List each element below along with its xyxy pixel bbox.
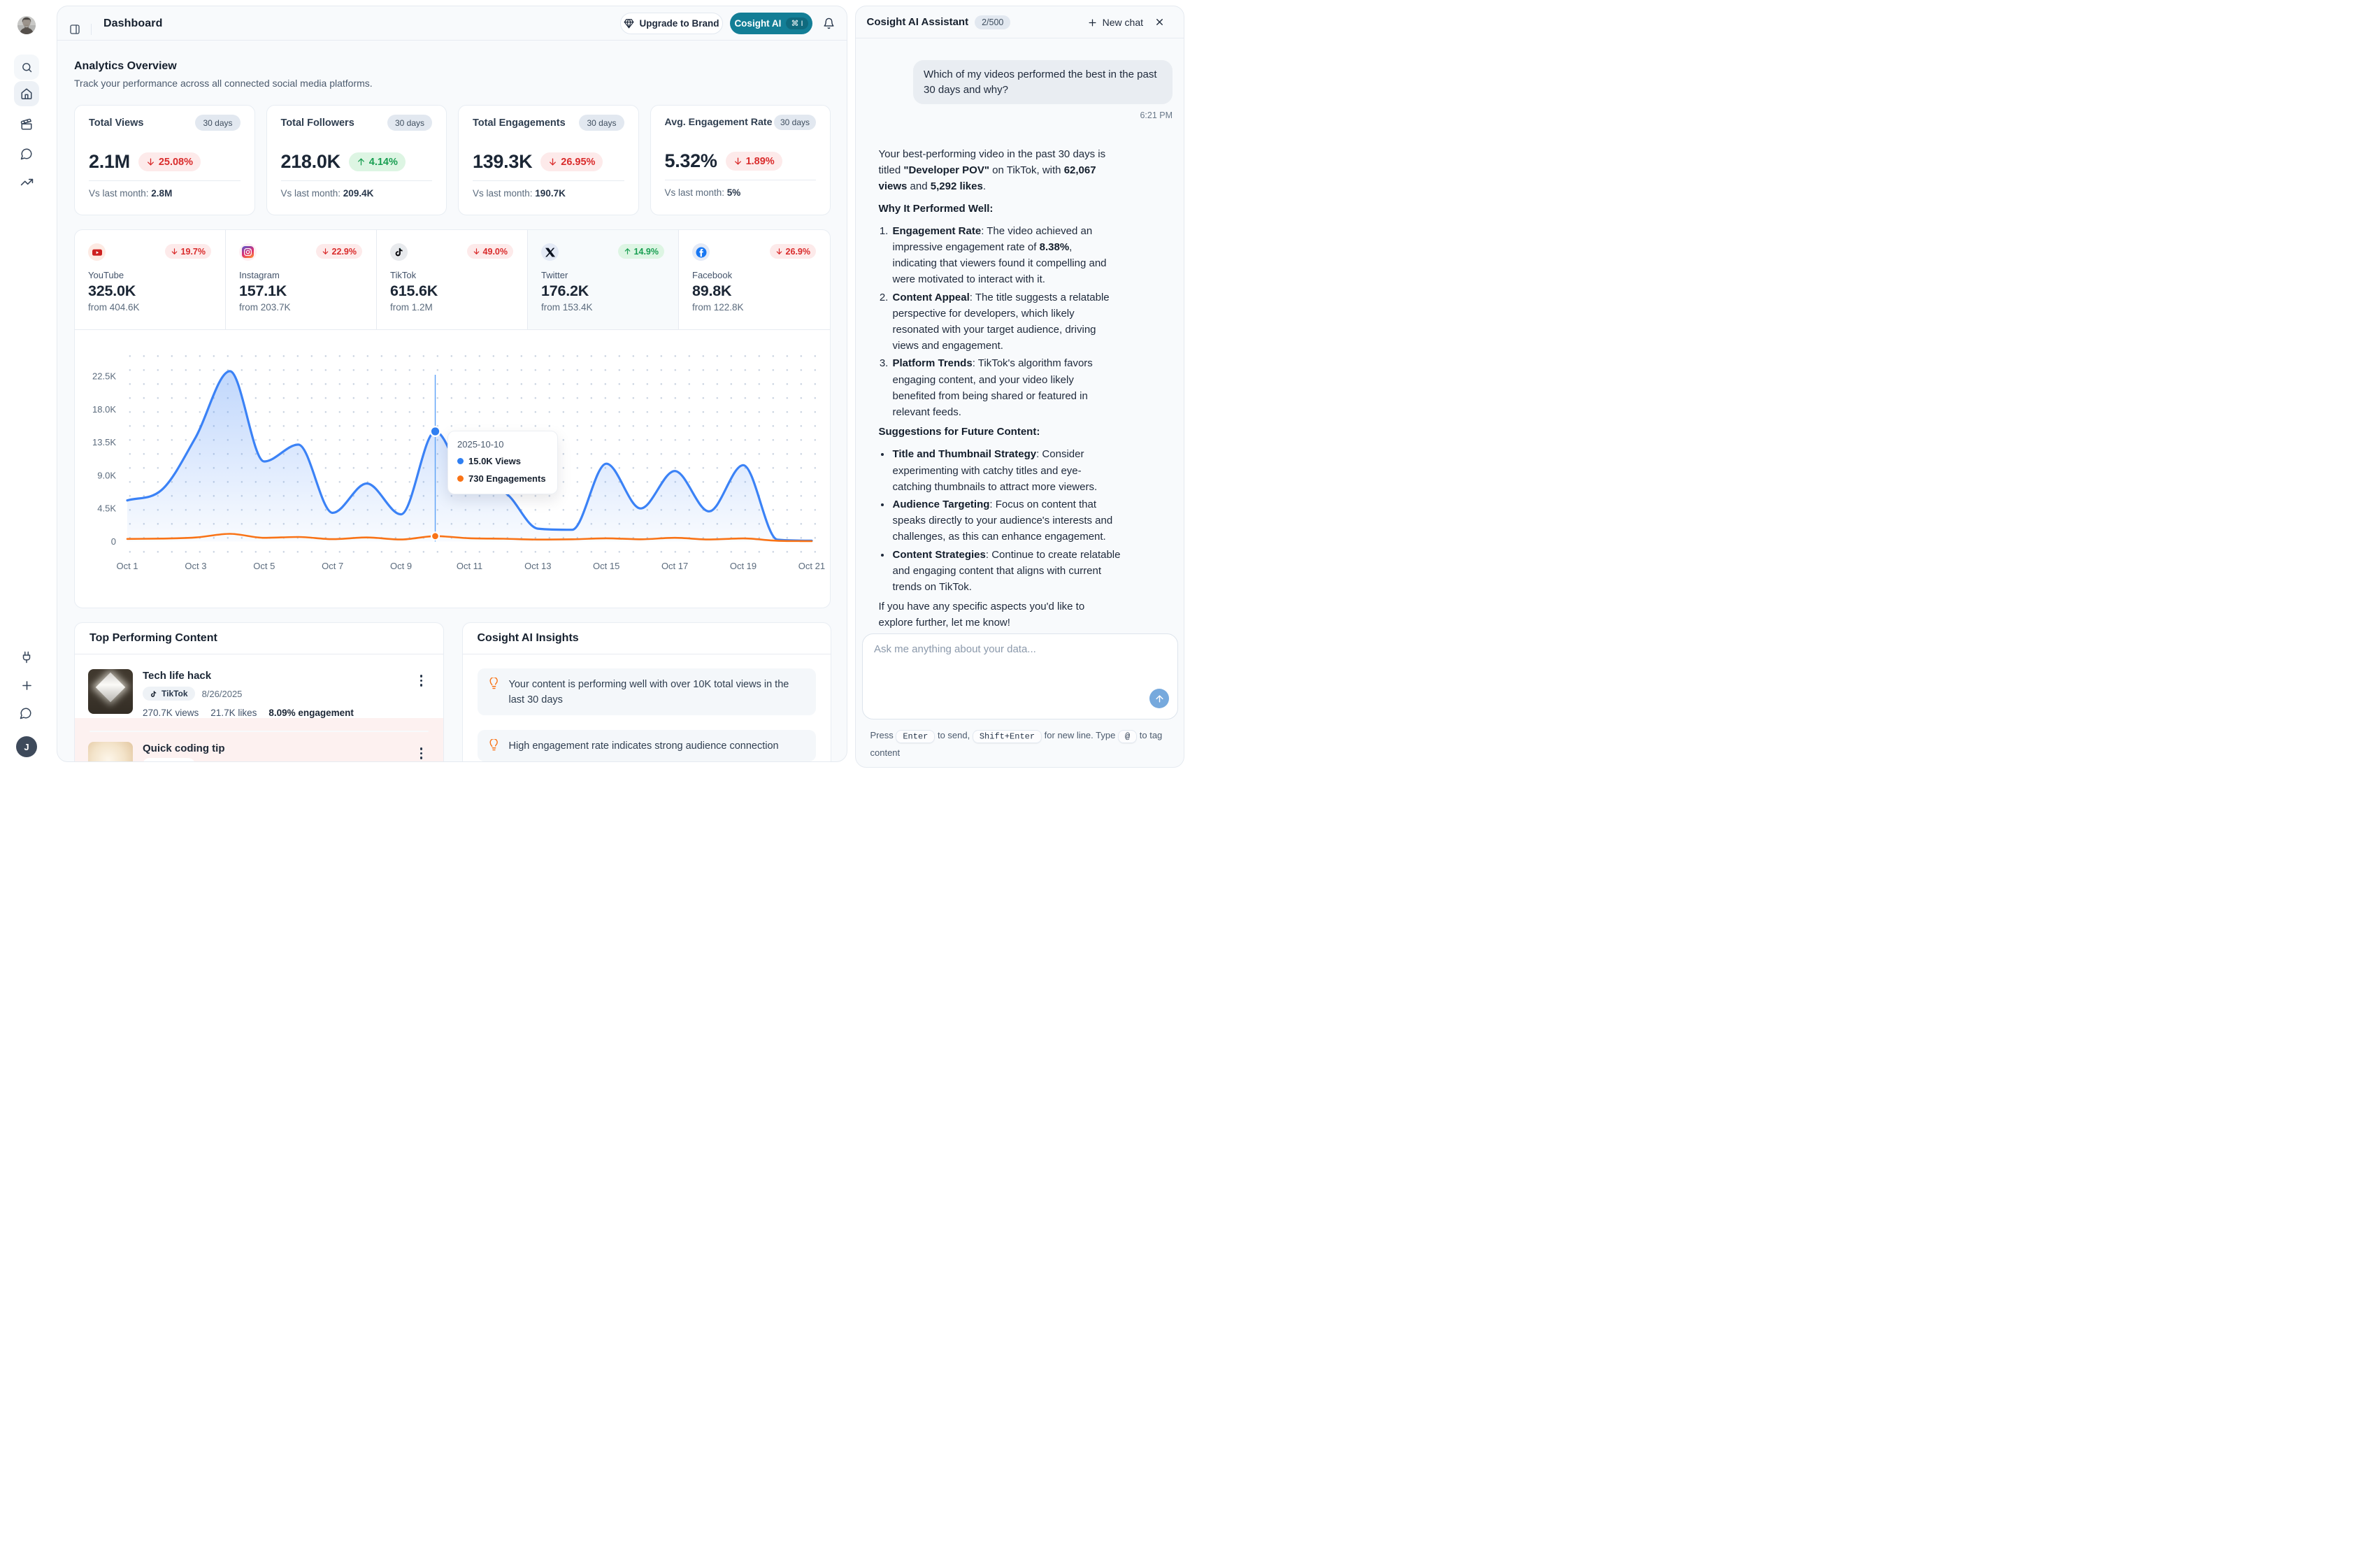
svg-text:13.5K: 13.5K <box>92 437 116 447</box>
svg-text:18.0K: 18.0K <box>92 404 116 415</box>
svg-text:Oct 3: Oct 3 <box>185 561 206 571</box>
svg-text:0: 0 <box>111 536 116 547</box>
svg-text:Oct 21: Oct 21 <box>798 561 825 571</box>
svg-text:4.5K: 4.5K <box>97 503 116 514</box>
svg-text:Oct 15: Oct 15 <box>593 561 619 571</box>
svg-text:Oct 11: Oct 11 <box>457 561 482 571</box>
svg-text:Oct 13: Oct 13 <box>524 561 551 571</box>
svg-text:Oct 17: Oct 17 <box>661 561 688 571</box>
svg-text:9.0K: 9.0K <box>97 471 116 481</box>
svg-text:Oct 1: Oct 1 <box>116 561 138 571</box>
svg-text:Oct 7: Oct 7 <box>322 561 343 571</box>
svg-text:Oct 19: Oct 19 <box>730 561 757 571</box>
svg-text:Oct 5: Oct 5 <box>253 561 275 571</box>
svg-text:Oct 9: Oct 9 <box>390 561 412 571</box>
svg-text:22.5K: 22.5K <box>92 371 116 382</box>
